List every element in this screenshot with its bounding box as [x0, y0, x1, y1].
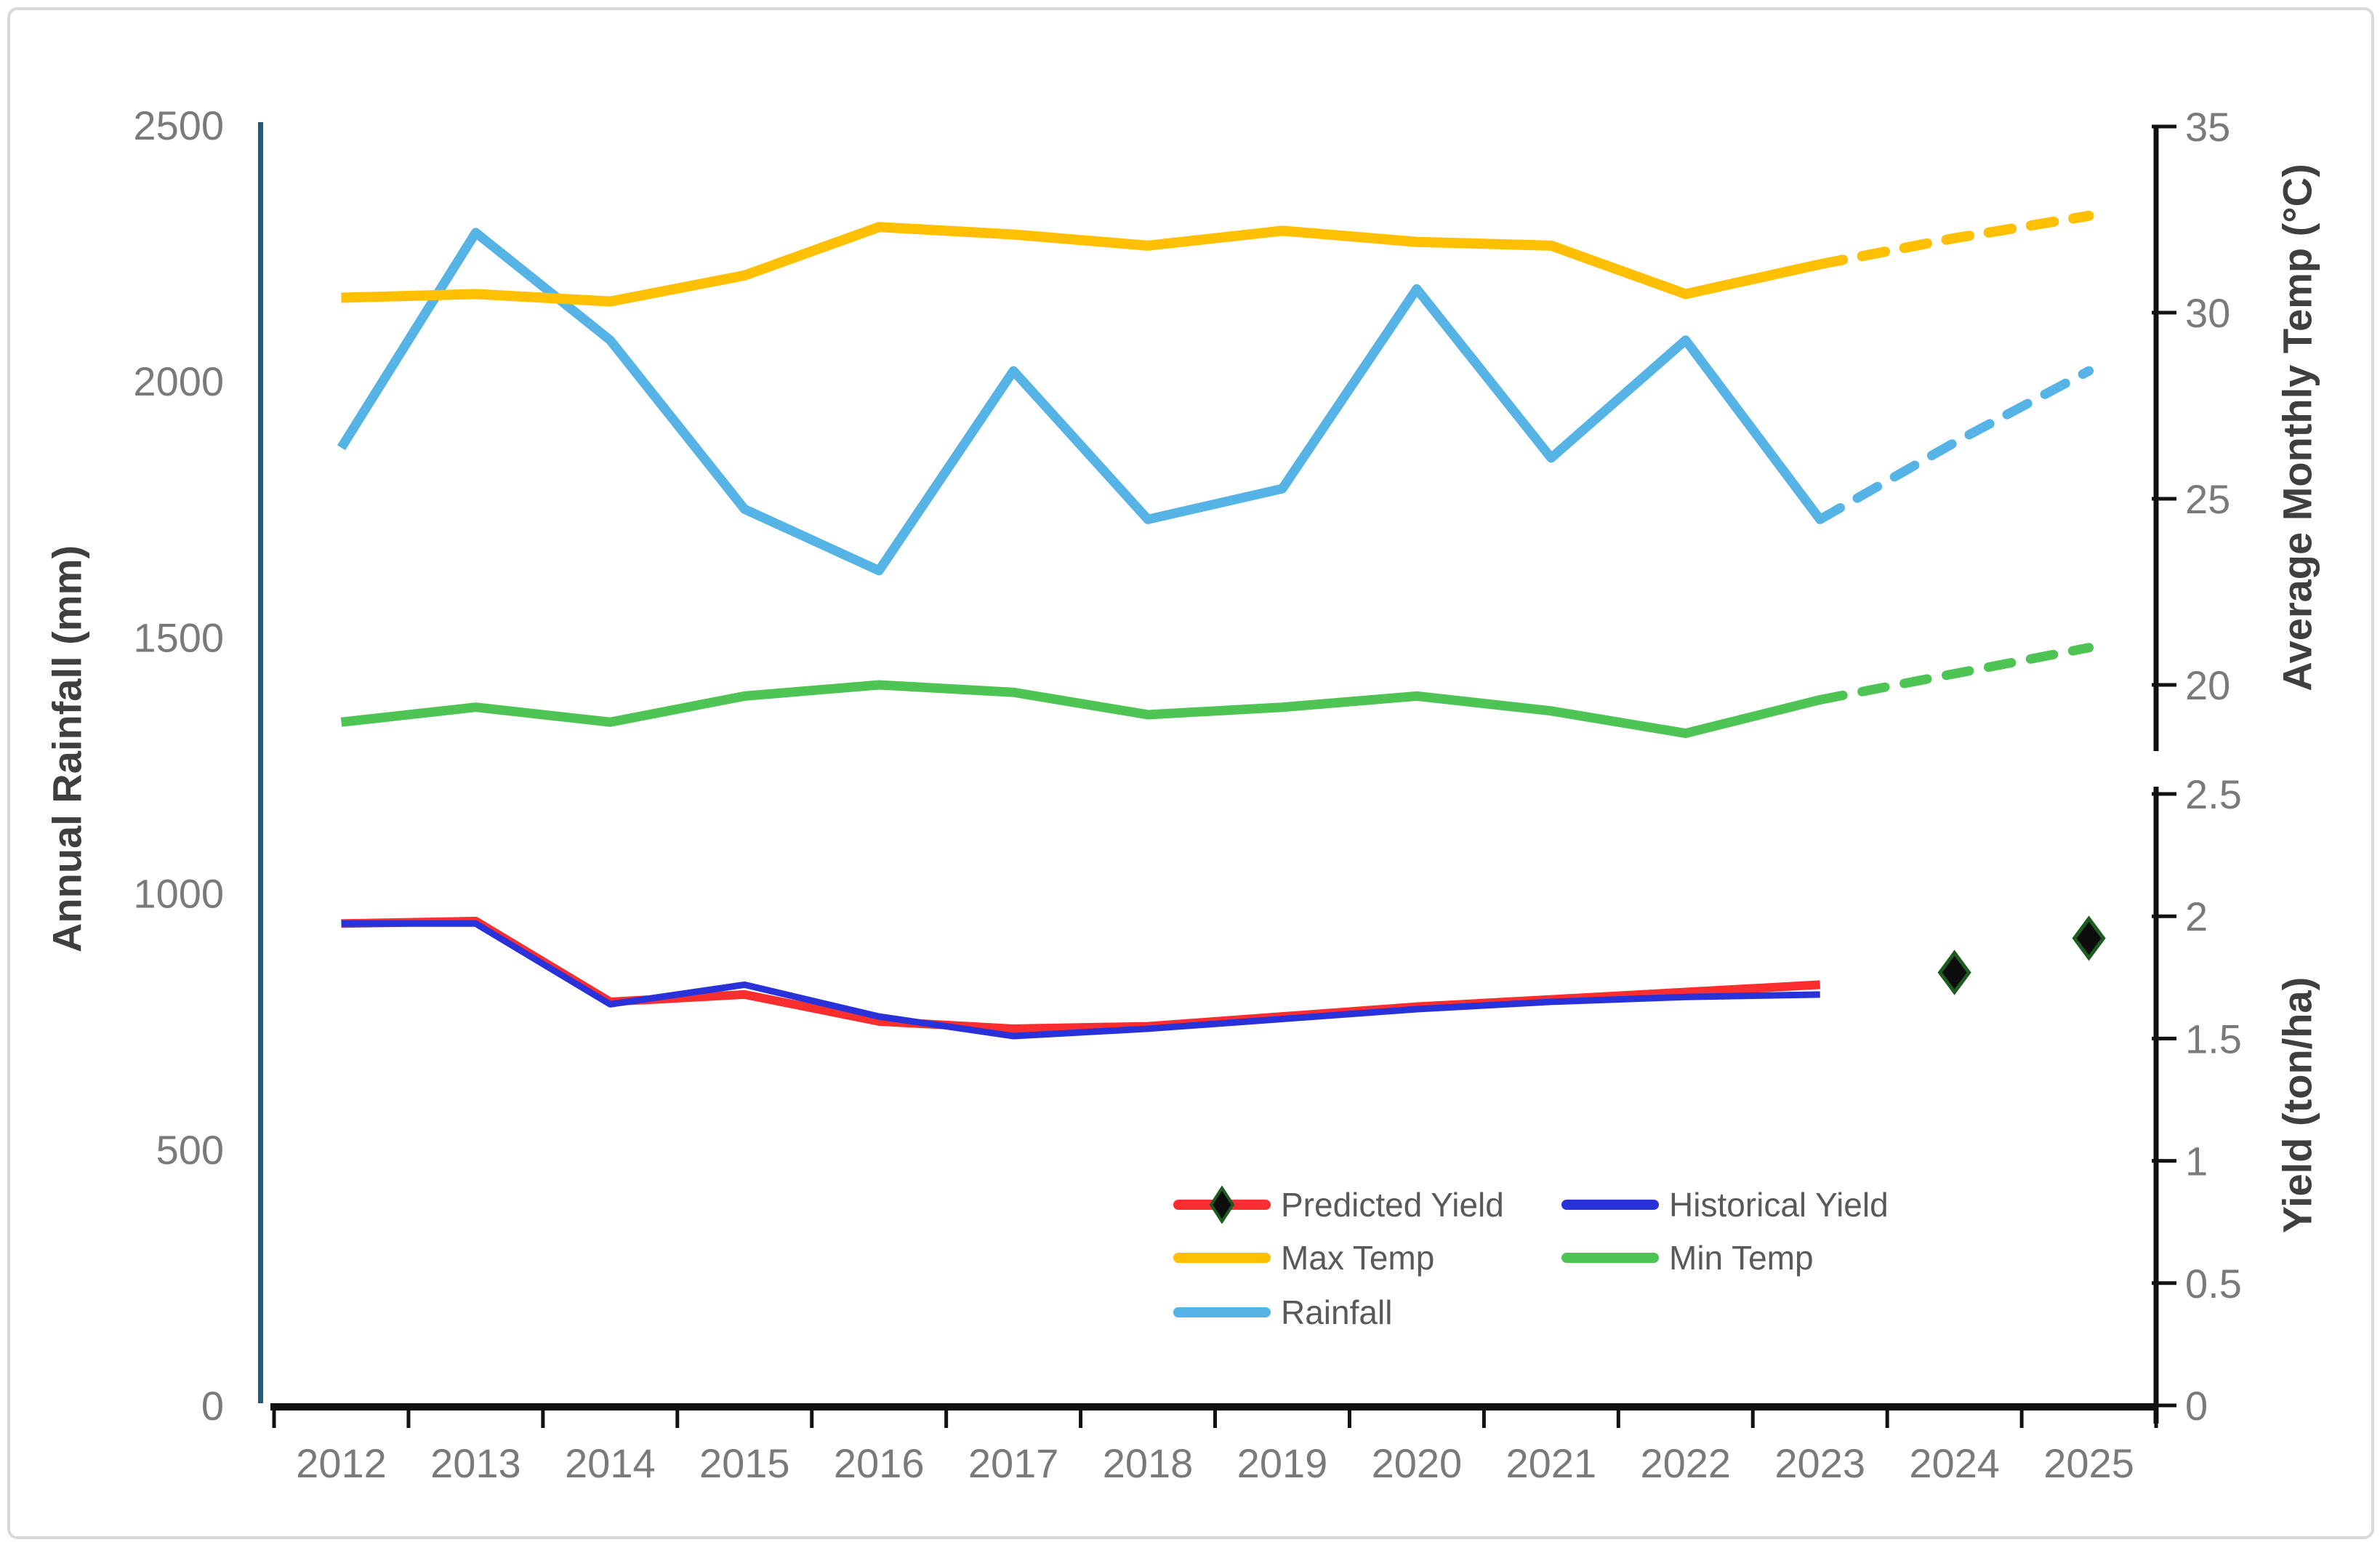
- yield-axis-tick-label: 0.5: [2185, 1261, 2242, 1307]
- series-line-max-temp: [341, 222, 1822, 307]
- series-line-rainfall: [337, 228, 1824, 576]
- temp-axis-tick-label: 35: [2185, 104, 2230, 150]
- predicted-yield-diamond-2025: [2072, 915, 2106, 961]
- right-yield-axis-title: Yield (ton/ha): [2274, 976, 2320, 1234]
- x-axis-year-label: 2018: [1103, 1440, 1194, 1486]
- x-axis-year-label: 2017: [968, 1440, 1059, 1486]
- x-axis-year-label: 2015: [699, 1440, 790, 1486]
- right-temp-axis-title: Average Monthly Temp (°C): [2274, 164, 2320, 691]
- x-axis-year-label: 2013: [430, 1440, 521, 1486]
- yield-axis-tick-label: 2.5: [2185, 771, 2242, 817]
- yield-axis-tick-label: 0: [2185, 1383, 2208, 1429]
- yield-axis-tick-label: 1: [2185, 1139, 2208, 1184]
- series-dashed-rainfall: [1815, 366, 2094, 524]
- x-axis-year-label: 2023: [1774, 1440, 1865, 1486]
- series-dashed-max-temp: [1814, 210, 2094, 270]
- left-axis-tick-label: 1000: [133, 871, 224, 917]
- yield-axis-tick-label: 2: [2185, 894, 2208, 939]
- yield-axis-tick-label: 1.5: [2185, 1016, 2242, 1062]
- x-axis-year-label: 2022: [1640, 1440, 1731, 1486]
- left-axis-tick-label: 0: [201, 1383, 224, 1429]
- series-line-historical-yield: [341, 920, 1820, 1040]
- x-axis-year-label: 2025: [2043, 1440, 2134, 1486]
- left-axis-tick-label: 2000: [133, 358, 224, 404]
- x-axis-year-label: 2012: [296, 1440, 387, 1486]
- x-axis-year-label: 2016: [834, 1440, 925, 1486]
- temp-axis-tick-label: 25: [2185, 476, 2230, 522]
- left-axis-tick-label: 2500: [133, 103, 224, 148]
- left-axis-tick-label: 1500: [133, 614, 224, 660]
- x-axis-year-label: 2024: [1909, 1440, 2000, 1486]
- temp-axis-tick-label: 30: [2185, 290, 2230, 336]
- temp-axis-tick-label: 20: [2185, 662, 2230, 708]
- x-axis-year-label: 2019: [1237, 1440, 1328, 1486]
- chart-frame: [7, 7, 2374, 1539]
- left-axis-tick-label: 500: [156, 1127, 224, 1173]
- predicted-yield-diamond-2024: [1937, 950, 1971, 995]
- x-axis-year-label: 2021: [1506, 1440, 1597, 1486]
- x-axis-year-label: 2020: [1372, 1440, 1463, 1486]
- series-line-min-temp: [340, 680, 1822, 739]
- series-dashed-min-temp: [1815, 643, 2094, 705]
- x-axis-year-label: 2014: [565, 1440, 656, 1486]
- left-axis-title: Annual Rainfall (mm): [44, 545, 90, 953]
